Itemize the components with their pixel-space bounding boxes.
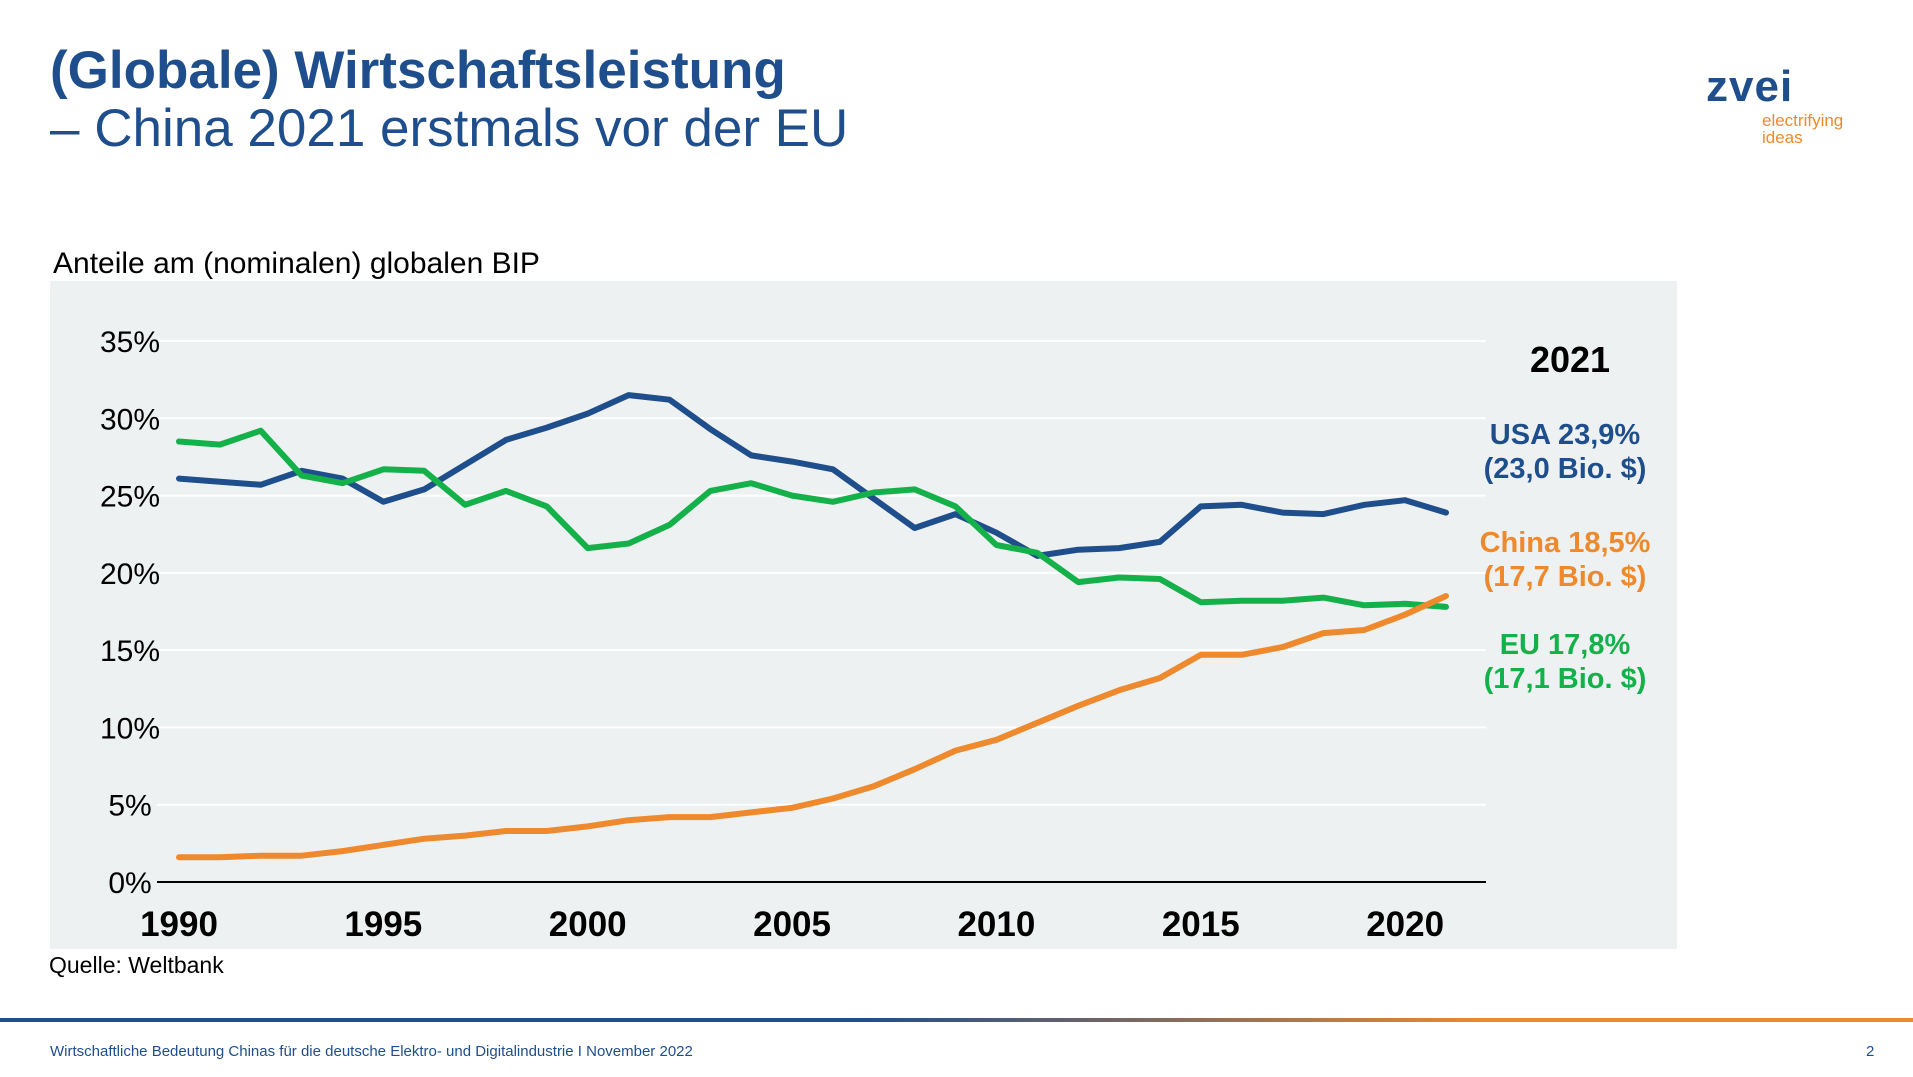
y-axis-tick-labels: 0% 5% 10% 15% 20% 25% 30% 35% (100, 326, 160, 900)
x-tick-label: 2020 (1366, 905, 1444, 944)
annotation-eu-share: EU 17,8% (1499, 629, 1631, 661)
y-tick-label: 20% (100, 558, 160, 591)
page-subtitle: – China 2021 erstmals vor der EU (50, 99, 849, 158)
annotation-china-share: China 18,5% (1479, 527, 1651, 559)
page-number: 2 (1866, 1043, 1875, 1060)
series-line-china (176, 593, 1449, 861)
x-tick-label: 1990 (140, 905, 218, 944)
y-tick-label: 5% (108, 790, 151, 823)
series-lines (176, 392, 1449, 861)
x-tick-label: 2010 (957, 905, 1035, 944)
footer-text: Wirtschaftliche Bedeutung Chinas für die… (50, 1043, 693, 1060)
line-chart: 0% 5% 10% 15% 20% 25% 30% 35% 1990 1995 2000 2005 2… (100, 326, 1486, 944)
annotation-usa-share: USA 23,9% (1489, 419, 1641, 451)
y-tick-label: 35% (100, 326, 160, 359)
logo-tagline-1: electrifying (1762, 111, 1844, 130)
footer-divider (0, 1018, 1913, 1022)
annotation-usa: USA 23,9% (23,0 Bio. $) (1440, 418, 1690, 486)
annotation-china: China 18,5% (17,7 Bio. $) (1440, 526, 1690, 594)
zvei-logo: zvei electrifying ideas (1700, 62, 1860, 152)
chart-panel: 0% 5% 10% 15% 20% 25% 30% 35% 1990 1995 2000 2005 2… (50, 281, 1677, 949)
grid-lines (157, 340, 1486, 806)
annotation-china-value: (17,7 Bio. $) (1483, 561, 1647, 593)
annotation-usa-value: (23,0 Bio. $) (1483, 453, 1647, 485)
y-tick-label: 10% (100, 712, 160, 745)
logo-wordmark: zvei (1706, 62, 1794, 111)
annotation-eu: EU 17,8% (17,1 Bio. $) (1440, 628, 1690, 696)
series-line-usa (176, 392, 1449, 559)
x-tick-label: 2015 (1162, 905, 1240, 944)
y-tick-label: 0% (108, 867, 151, 900)
x-tick-label: 1995 (344, 905, 422, 944)
x-axis-tick-labels: 1990 1995 2000 2005 2010 2015 2020 (140, 905, 1444, 944)
annotation-year: 2021 (1529, 339, 1611, 380)
x-tick-label: 2005 (753, 905, 831, 944)
logo-tagline-2: ideas (1762, 128, 1803, 147)
chart-title: Anteile am (nominalen) globalen BIP (53, 247, 540, 280)
x-tick-label: 2000 (549, 905, 627, 944)
y-tick-label: 25% (100, 481, 160, 514)
y-tick-label: 15% (100, 635, 160, 668)
page-title: (Globale) Wirtschaftsleistung (50, 41, 786, 100)
series-line-eu (176, 427, 1449, 610)
annotation-eu-value: (17,1 Bio. $) (1483, 663, 1647, 695)
y-tick-label: 30% (100, 403, 160, 436)
source-note: Quelle: Weltbank (49, 952, 224, 978)
